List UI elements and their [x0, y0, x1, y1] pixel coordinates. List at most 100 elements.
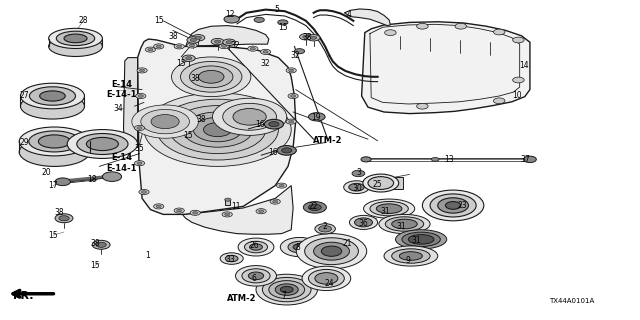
Circle shape	[220, 253, 243, 264]
Text: FR.: FR.	[13, 291, 33, 301]
Text: 17: 17	[48, 181, 58, 190]
Text: 36: 36	[358, 219, 368, 228]
Circle shape	[138, 95, 143, 97]
Circle shape	[226, 41, 232, 44]
Polygon shape	[124, 58, 138, 150]
Circle shape	[55, 178, 70, 186]
Circle shape	[294, 49, 305, 54]
Circle shape	[288, 93, 298, 99]
Ellipse shape	[19, 127, 90, 156]
Text: 22: 22	[309, 202, 318, 211]
Circle shape	[59, 216, 69, 221]
Text: 9: 9	[406, 256, 411, 265]
Circle shape	[134, 125, 145, 131]
Circle shape	[263, 51, 268, 53]
Circle shape	[286, 119, 296, 124]
Circle shape	[187, 37, 200, 43]
Circle shape	[273, 200, 278, 203]
Circle shape	[256, 209, 266, 214]
Circle shape	[303, 202, 326, 213]
Circle shape	[349, 183, 364, 191]
Circle shape	[151, 115, 179, 129]
Circle shape	[305, 238, 358, 265]
Circle shape	[134, 161, 145, 166]
Circle shape	[170, 106, 266, 154]
Circle shape	[262, 277, 311, 302]
Circle shape	[300, 34, 312, 40]
Ellipse shape	[19, 138, 90, 166]
Circle shape	[319, 226, 332, 232]
Text: 38: 38	[168, 32, 178, 41]
Circle shape	[244, 241, 268, 253]
Circle shape	[154, 44, 164, 49]
Text: ATM-2: ATM-2	[227, 294, 257, 303]
Circle shape	[141, 191, 147, 193]
Circle shape	[136, 93, 146, 99]
Ellipse shape	[38, 135, 70, 148]
Ellipse shape	[20, 93, 84, 119]
Circle shape	[250, 244, 262, 250]
Circle shape	[92, 240, 110, 249]
Text: 15: 15	[182, 132, 193, 140]
Circle shape	[248, 272, 264, 280]
Circle shape	[513, 37, 524, 43]
Circle shape	[225, 255, 238, 262]
Text: E-14
E-14-1: E-14 E-14-1	[106, 80, 137, 99]
Circle shape	[189, 44, 195, 47]
Circle shape	[417, 23, 428, 29]
Circle shape	[438, 198, 468, 213]
Circle shape	[223, 103, 276, 130]
Circle shape	[431, 157, 439, 161]
Text: 18: 18	[87, 175, 96, 184]
Circle shape	[198, 70, 224, 83]
Text: 2: 2	[322, 222, 327, 231]
Circle shape	[223, 39, 236, 45]
Text: 12: 12	[226, 10, 235, 19]
Circle shape	[238, 238, 274, 256]
Polygon shape	[186, 26, 269, 46]
Circle shape	[321, 246, 342, 256]
Circle shape	[363, 174, 399, 192]
Circle shape	[269, 281, 305, 299]
Ellipse shape	[402, 232, 440, 246]
Circle shape	[293, 244, 306, 250]
Circle shape	[256, 274, 317, 305]
Circle shape	[156, 45, 161, 48]
Text: 38: 38	[302, 33, 312, 42]
Circle shape	[289, 120, 294, 123]
Text: 25: 25	[372, 180, 383, 189]
Circle shape	[493, 29, 505, 35]
Text: 37: 37	[520, 155, 530, 164]
Circle shape	[315, 273, 338, 284]
Circle shape	[264, 119, 284, 129]
Circle shape	[144, 93, 291, 166]
Ellipse shape	[64, 34, 87, 43]
Circle shape	[315, 224, 335, 234]
Circle shape	[137, 127, 142, 129]
Circle shape	[224, 15, 239, 23]
Text: 15: 15	[278, 23, 288, 32]
Text: 15: 15	[154, 16, 164, 25]
Text: 27: 27	[19, 92, 29, 100]
Text: 32: 32	[291, 51, 301, 60]
Circle shape	[308, 204, 321, 211]
Circle shape	[154, 204, 164, 209]
Text: TX44A0101A: TX44A0101A	[549, 299, 594, 304]
Text: 33: 33	[225, 255, 236, 264]
Circle shape	[308, 269, 344, 287]
Circle shape	[307, 35, 320, 41]
Ellipse shape	[56, 31, 95, 45]
Ellipse shape	[40, 91, 65, 101]
Circle shape	[455, 23, 467, 29]
Ellipse shape	[408, 235, 434, 244]
Circle shape	[187, 43, 197, 48]
Text: 16: 16	[268, 148, 278, 157]
Circle shape	[174, 208, 184, 213]
Text: 38: 38	[196, 116, 207, 124]
Circle shape	[361, 157, 371, 162]
Text: 13: 13	[444, 155, 454, 164]
Text: 20: 20	[41, 168, 51, 177]
Circle shape	[193, 117, 242, 142]
Circle shape	[193, 212, 198, 214]
Circle shape	[248, 46, 258, 51]
